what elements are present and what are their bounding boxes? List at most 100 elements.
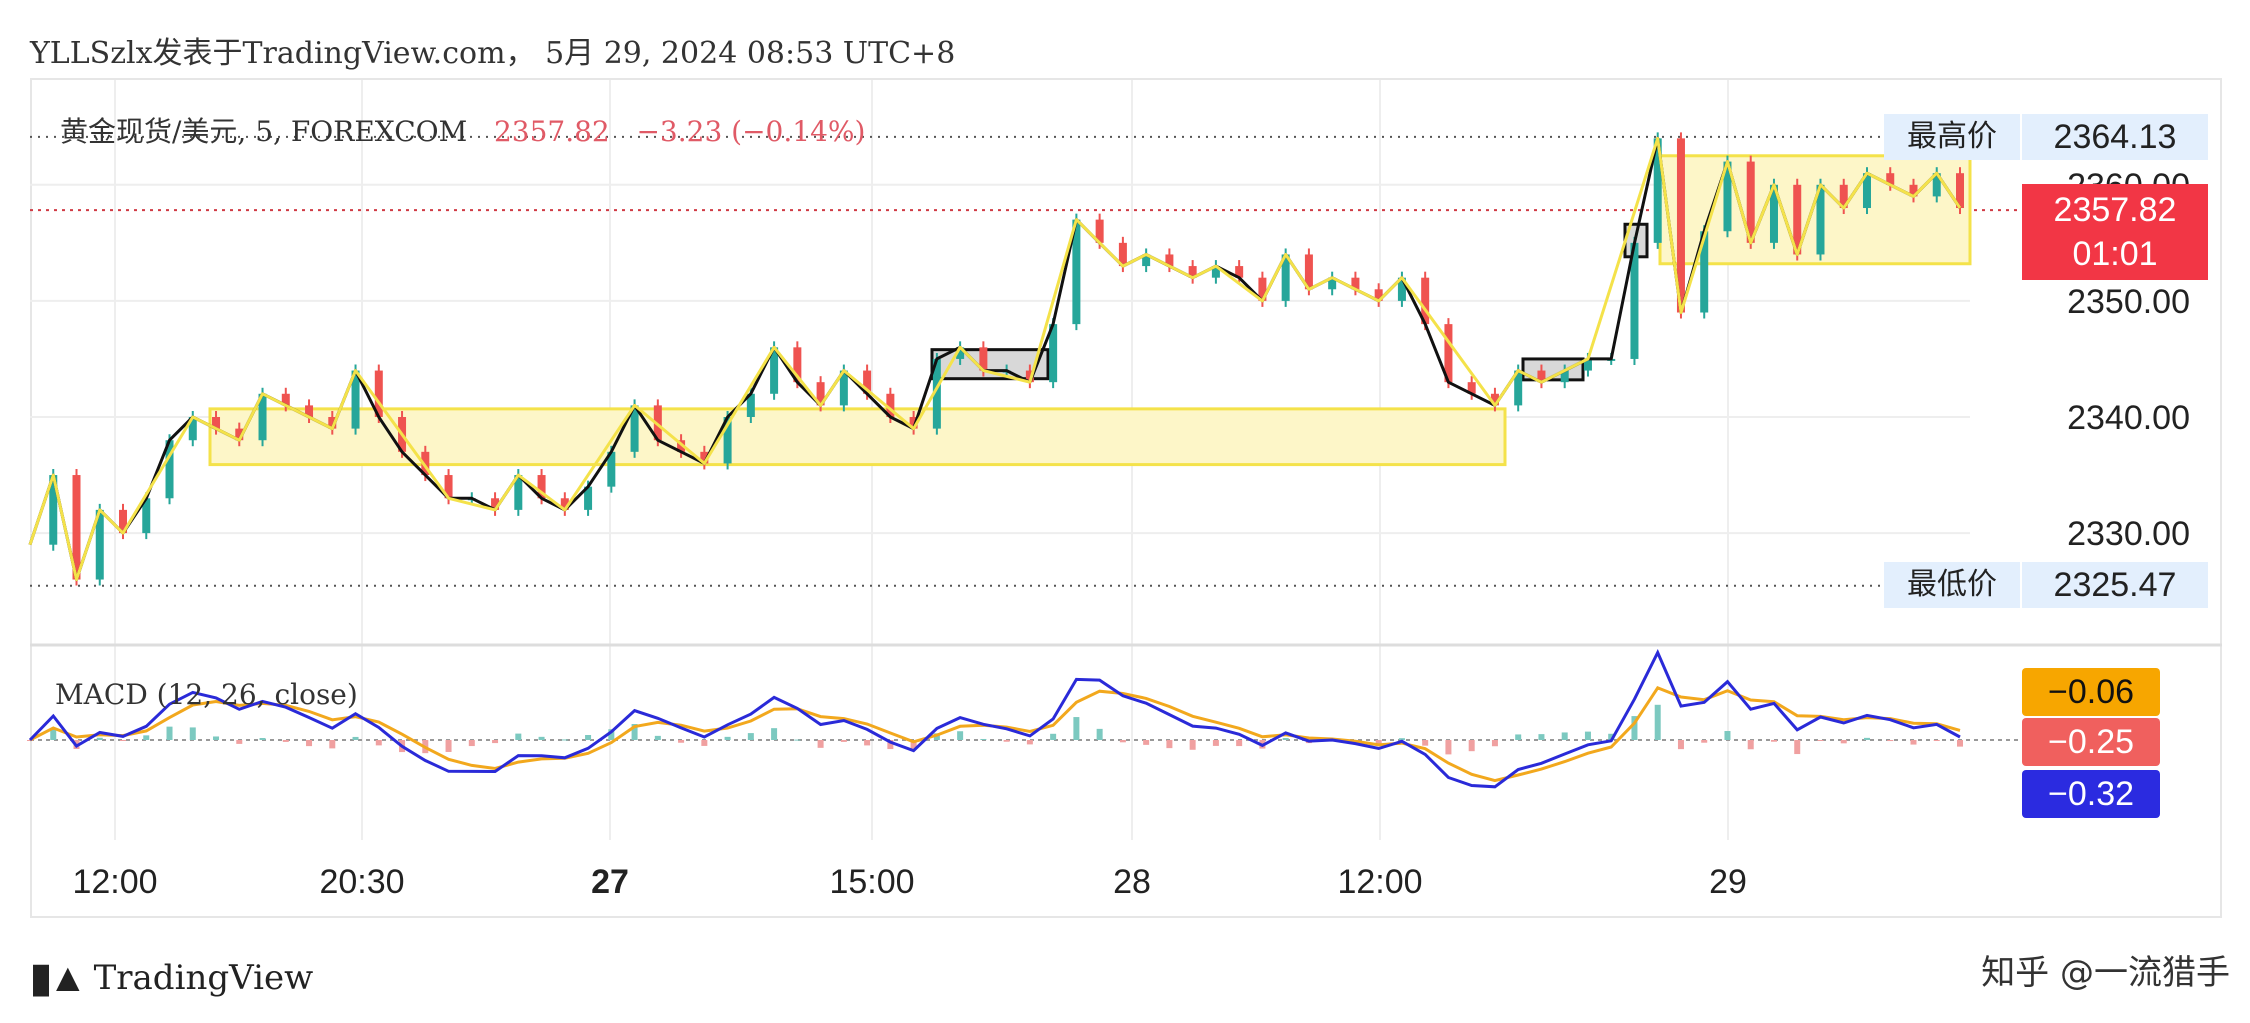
macd-hist-bar bbox=[1724, 731, 1731, 740]
macd-hist-bar bbox=[1817, 740, 1824, 741]
candle-body bbox=[1258, 277, 1267, 301]
macd-hist-bar bbox=[213, 736, 220, 740]
macd-hist-bar bbox=[1584, 731, 1591, 740]
candle-body bbox=[1956, 173, 1964, 209]
macd-hist-bar bbox=[166, 726, 173, 740]
macd-hist-bar bbox=[1840, 740, 1847, 744]
candle-body bbox=[1583, 358, 1592, 371]
macd-hist-bar bbox=[794, 739, 801, 741]
macd-hist-bar bbox=[585, 735, 592, 740]
candle-body bbox=[1397, 277, 1406, 301]
chart-frame bbox=[30, 78, 2222, 918]
candle-body bbox=[142, 498, 151, 534]
candle-body bbox=[1653, 138, 1662, 243]
x-tick-label: 29 bbox=[1709, 863, 1747, 901]
candle-body bbox=[700, 451, 709, 464]
macd-hist-bar bbox=[1468, 740, 1475, 752]
candle-body bbox=[1421, 277, 1430, 325]
candle-body bbox=[1909, 184, 1918, 197]
bar-countdown: 01:01 bbox=[2072, 235, 2158, 273]
macd-hist-bar bbox=[1166, 740, 1173, 749]
macd-hist-bar bbox=[445, 740, 452, 752]
candle-body bbox=[281, 393, 290, 406]
candle-body bbox=[607, 451, 616, 487]
macd-hist-bar bbox=[120, 740, 127, 741]
price-layer bbox=[28, 132, 1964, 586]
candle-body bbox=[1351, 277, 1360, 290]
macd-hist-bar bbox=[561, 739, 568, 741]
macd-hist-bar bbox=[50, 728, 57, 740]
candle-body bbox=[1514, 370, 1523, 406]
candle-body bbox=[886, 393, 895, 417]
macd-hist-bar bbox=[538, 736, 545, 740]
candle-body bbox=[793, 347, 802, 383]
candle-body bbox=[1746, 161, 1755, 243]
macd-hist-bar bbox=[1236, 740, 1243, 747]
candle-body bbox=[1723, 161, 1732, 232]
candle-body bbox=[1560, 370, 1569, 383]
macd-hist-bar bbox=[27, 740, 33, 741]
candle-body bbox=[1328, 277, 1337, 290]
macd-hist-bar bbox=[1677, 740, 1684, 750]
macd-hist-bar bbox=[957, 731, 964, 740]
axes: 2330.002340.002350.002360.0012:0020:3027… bbox=[72, 167, 2190, 901]
candle-body bbox=[1235, 266, 1244, 278]
macd-hist-bar bbox=[980, 738, 987, 740]
candle-body bbox=[1304, 254, 1313, 290]
current-price-tag: 2357.82 01:01 bbox=[2022, 184, 2208, 280]
candle-body bbox=[1700, 231, 1709, 313]
macd-hist-bar bbox=[143, 735, 150, 740]
x-tick-label: 27 bbox=[591, 863, 629, 901]
high-label-tag: 最高价 bbox=[1884, 114, 2020, 160]
macd-hist-bar bbox=[236, 740, 243, 744]
candle-body bbox=[514, 475, 523, 510]
tradingview-logo[interactable]: ▮▲ TradingView bbox=[30, 955, 313, 1001]
candle-body bbox=[1793, 184, 1802, 255]
macd-hist-bar bbox=[747, 733, 754, 740]
candle-body bbox=[1630, 242, 1639, 359]
macd-hist-bar bbox=[608, 729, 615, 740]
low-value-tag: 2325.47 bbox=[2022, 562, 2208, 608]
macd-hist-bar bbox=[631, 724, 638, 740]
macd-hist-bar bbox=[1794, 740, 1801, 755]
candle-body bbox=[1095, 219, 1104, 243]
chart-header: YLLSzlx发表于TradingView.com， 5月 29, 2024 0… bbox=[30, 36, 956, 71]
macd-hist-bar bbox=[1747, 740, 1754, 750]
macd-hist-bar bbox=[864, 740, 871, 746]
macd-hist-bar bbox=[1212, 740, 1219, 746]
macd-hist-bar bbox=[1422, 740, 1429, 746]
macd-hist-bar bbox=[1096, 728, 1103, 740]
candle-body bbox=[1444, 324, 1453, 383]
candle-body bbox=[1049, 324, 1058, 383]
macd-hist-bar bbox=[1375, 740, 1382, 744]
macd-hist-bar bbox=[189, 727, 196, 740]
x-tick-label: 12:00 bbox=[72, 863, 157, 901]
macd-hist-bar bbox=[840, 740, 847, 742]
macd-hist-bar bbox=[1143, 740, 1150, 745]
macd-hist-bar bbox=[1933, 740, 1940, 741]
candle-body bbox=[235, 428, 244, 441]
macd-hist-bar bbox=[771, 728, 778, 740]
macd-hist-bar bbox=[282, 740, 289, 742]
x-tick-label: 28 bbox=[1113, 863, 1151, 901]
candle-body bbox=[421, 451, 430, 476]
low-label-tag: 最低价 bbox=[1884, 562, 2020, 608]
candle-body bbox=[909, 417, 918, 429]
candle-body bbox=[1211, 266, 1220, 278]
macd-hist-bar bbox=[724, 736, 731, 740]
candle-body bbox=[770, 347, 779, 394]
candle-body bbox=[537, 475, 546, 499]
brand-name: TradingView bbox=[93, 958, 314, 998]
candle-body bbox=[351, 370, 360, 429]
candle-body bbox=[72, 475, 81, 580]
macd-hist-bar bbox=[375, 740, 382, 746]
macd-hist-bar bbox=[1561, 732, 1568, 740]
macd-hist-bar bbox=[1538, 734, 1545, 740]
candle-body bbox=[188, 417, 197, 441]
candle-body bbox=[1025, 370, 1034, 383]
candle-body bbox=[839, 370, 848, 406]
candle-body bbox=[584, 486, 593, 510]
high-value-tag: 2364.13 bbox=[2022, 114, 2208, 160]
signal-value-tag: −0.25 bbox=[2022, 718, 2160, 766]
macd-hist-bar bbox=[1119, 740, 1126, 743]
